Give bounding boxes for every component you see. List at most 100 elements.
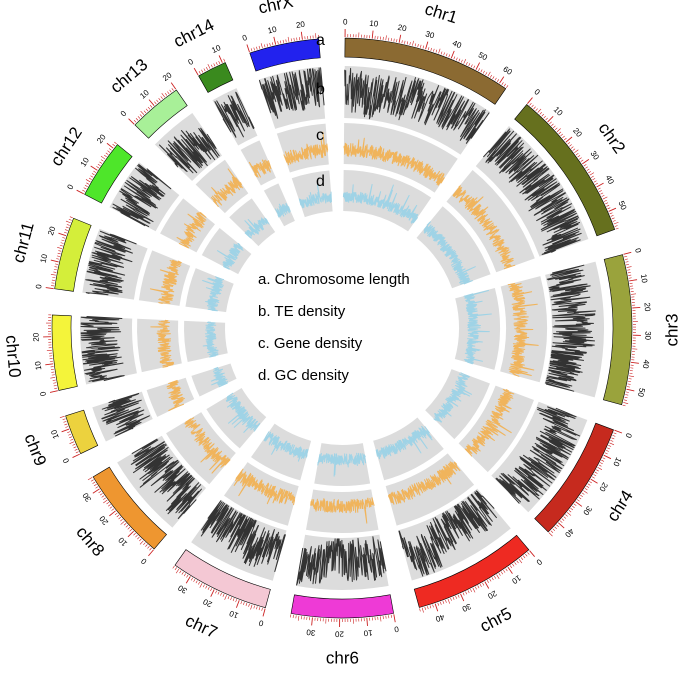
- chr5-ideogram: [413, 534, 530, 608]
- chr9-tick-label: 10: [49, 428, 61, 440]
- track-letter-d: d: [316, 173, 325, 190]
- chr2-tick-label: 20: [571, 126, 584, 139]
- chr14-te-density-line: [214, 91, 255, 138]
- chr11-tick: [68, 218, 72, 221]
- chr14-tick: [193, 67, 199, 76]
- chr3-tick: [627, 383, 631, 385]
- chrx-tick: [277, 41, 279, 45]
- chr13-tick: [156, 99, 159, 103]
- chr2-tick: [615, 227, 619, 230]
- chr5-tick: [522, 555, 526, 559]
- chr12-tick: [97, 163, 101, 167]
- chr13-tick: [139, 114, 143, 117]
- legend-item-gc-density: d. GC density: [258, 367, 349, 384]
- chr1-tick: [396, 39, 398, 43]
- chr10-gene-track-bg: [137, 318, 182, 373]
- chr8-tick: [93, 484, 97, 487]
- chr2-tick: [533, 106, 536, 110]
- chr3-tick: [625, 261, 629, 263]
- chr4-tick: [599, 462, 603, 465]
- chr12-tick-label: 0: [65, 182, 75, 191]
- chr9-tick-label: 0: [61, 456, 71, 464]
- chr7-tick: [181, 571, 184, 575]
- chr14-label: chr14: [171, 15, 218, 51]
- chrx-tick: [285, 39, 287, 43]
- chr5-tick: [467, 590, 470, 594]
- chr10-te-density-line: [80, 316, 125, 382]
- chr12-tick: [86, 182, 90, 185]
- chr4-tick: [548, 532, 553, 537]
- chr4-tick: [561, 518, 565, 521]
- chr1-tick: [414, 43, 417, 47]
- chr8-tick: [139, 538, 142, 542]
- chr12-tick-label: 10: [79, 156, 92, 169]
- chr1-tick: [503, 83, 506, 87]
- chrx-label: chrX: [257, 0, 295, 18]
- chr2-tick: [535, 108, 538, 111]
- chr2-tick-label: 50: [616, 200, 628, 212]
- chr7-tick: [217, 591, 220, 595]
- chr12-tick: [88, 177, 92, 180]
- chr7-tick: [174, 567, 177, 571]
- chr11-ideogram: [54, 217, 92, 292]
- chr1-tick: [492, 76, 495, 80]
- chr2-tick: [580, 159, 584, 162]
- chr2-tick: [601, 195, 605, 197]
- chr5-tick: [491, 577, 494, 581]
- chr1-tick: [499, 76, 505, 84]
- chr4-tick: [557, 522, 565, 529]
- chrx-tick: [264, 44, 266, 48]
- chr10-tick-label: 20: [31, 332, 40, 342]
- chr3-ideogram: [602, 254, 633, 406]
- chr5-gc-density-line: [375, 426, 433, 460]
- chr8-tick: [98, 490, 102, 494]
- chr5-tick: [419, 608, 421, 612]
- chr8-tick: [101, 495, 105, 498]
- chr1-tick: [473, 65, 476, 69]
- chr2-gc-density-line: [423, 221, 476, 285]
- chr1-tick: [480, 69, 483, 73]
- chr5-tick: [482, 582, 485, 586]
- chr8-tick: [87, 477, 93, 481]
- chr2-label: chr2: [595, 119, 630, 157]
- chr1-gene-density-line: [343, 137, 445, 186]
- chr13-tick: [143, 110, 147, 114]
- chr2-tick: [527, 97, 533, 104]
- chr2-tick: [558, 131, 562, 135]
- chr1-tick-label: 50: [477, 50, 490, 62]
- chr12-tick: [85, 179, 91, 183]
- chr5-tick: [429, 605, 432, 609]
- chr6-tick: [393, 614, 396, 623]
- chr1-tick: [465, 61, 468, 65]
- chr8-ideogram: [92, 466, 167, 550]
- chr13-tick: [158, 98, 161, 101]
- chr4-tick: [575, 501, 583, 507]
- chr5-tick: [479, 584, 482, 587]
- chr4-tick: [601, 459, 605, 462]
- chr4-tick: [578, 497, 582, 500]
- chrx-tick: [246, 44, 250, 53]
- chr1-tick: [393, 38, 395, 42]
- chr11-tick: [54, 266, 58, 268]
- chr4-tick: [594, 471, 598, 474]
- chr4-tick: [573, 503, 577, 506]
- chr12-tick-label: 20: [95, 132, 108, 145]
- chr7-tick: [179, 570, 182, 574]
- chrx-te-density-line: [259, 67, 325, 119]
- chr2-tick: [543, 115, 546, 119]
- chr13-tick: [133, 119, 137, 123]
- chr7-tick-label: 10: [228, 608, 240, 620]
- chr3-tick-label: 20: [643, 302, 653, 312]
- chr2-tick: [562, 135, 565, 139]
- chr5-tick: [470, 589, 472, 592]
- chr13-tick: [140, 110, 145, 115]
- chr5-tick: [486, 580, 489, 583]
- chr4-tick: [609, 442, 615, 446]
- chr7-tick: [185, 576, 191, 584]
- chr2-tick: [553, 125, 556, 129]
- chr4-tick: [550, 530, 554, 533]
- chr2-ideogram: [514, 104, 616, 237]
- chr12-tick: [114, 141, 117, 145]
- chr10-tick-label: 10: [33, 360, 43, 370]
- chr7-te-density-line: [200, 500, 286, 572]
